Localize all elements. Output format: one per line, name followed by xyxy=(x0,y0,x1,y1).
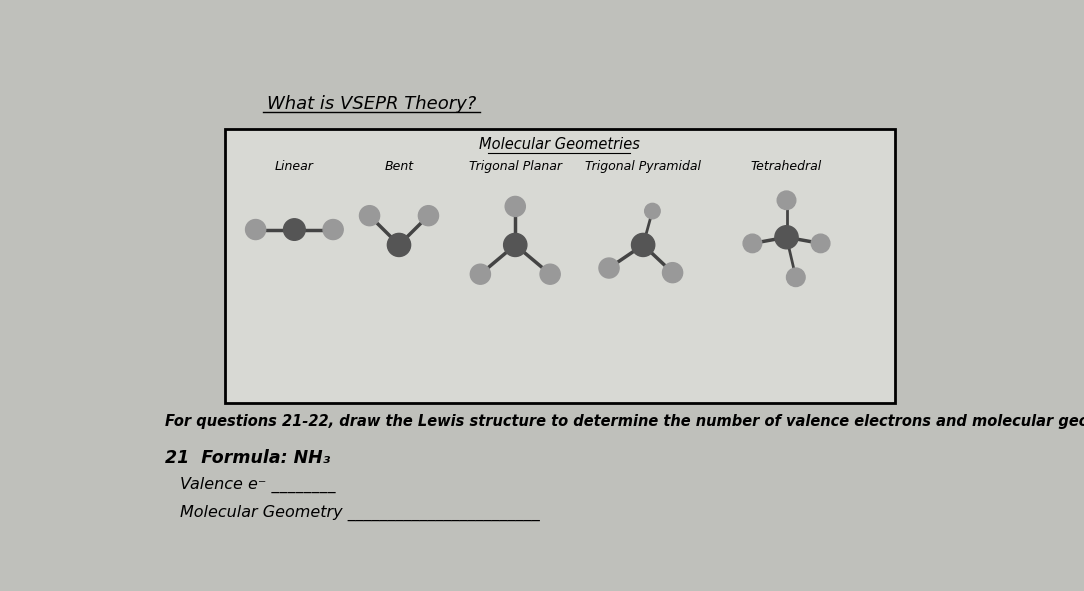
Circle shape xyxy=(777,191,796,210)
Circle shape xyxy=(470,264,490,284)
Text: Linear: Linear xyxy=(275,160,313,173)
Text: Valence e⁻ ________: Valence e⁻ ________ xyxy=(180,477,336,493)
Circle shape xyxy=(246,219,266,239)
Circle shape xyxy=(744,234,762,252)
Text: Tetrahedral: Tetrahedral xyxy=(751,160,822,173)
Circle shape xyxy=(504,233,527,256)
Circle shape xyxy=(418,206,439,226)
Circle shape xyxy=(599,258,619,278)
Text: Molecular Geometry ________________________: Molecular Geometry _____________________… xyxy=(180,505,540,521)
Circle shape xyxy=(811,234,830,252)
Circle shape xyxy=(505,196,526,216)
Text: What is VSEPR Theory?: What is VSEPR Theory? xyxy=(268,95,477,113)
Circle shape xyxy=(787,268,805,287)
Circle shape xyxy=(645,203,660,219)
Circle shape xyxy=(387,233,411,256)
Circle shape xyxy=(662,262,683,282)
Circle shape xyxy=(775,226,798,249)
Text: For questions 21-22, draw the Lewis structure to determine the number of valence: For questions 21-22, draw the Lewis stru… xyxy=(165,414,1084,429)
Text: Trigonal Pyramidal: Trigonal Pyramidal xyxy=(585,160,701,173)
Text: Bent: Bent xyxy=(385,160,414,173)
Text: Trigonal Planar: Trigonal Planar xyxy=(468,160,562,173)
Circle shape xyxy=(284,219,306,241)
Circle shape xyxy=(323,219,344,239)
Bar xyxy=(224,129,895,403)
Text: Molecular Geometries: Molecular Geometries xyxy=(479,137,640,152)
Circle shape xyxy=(540,264,560,284)
Circle shape xyxy=(360,206,379,226)
Text: 21  Formula: NH₃: 21 Formula: NH₃ xyxy=(165,449,331,467)
Circle shape xyxy=(632,233,655,256)
